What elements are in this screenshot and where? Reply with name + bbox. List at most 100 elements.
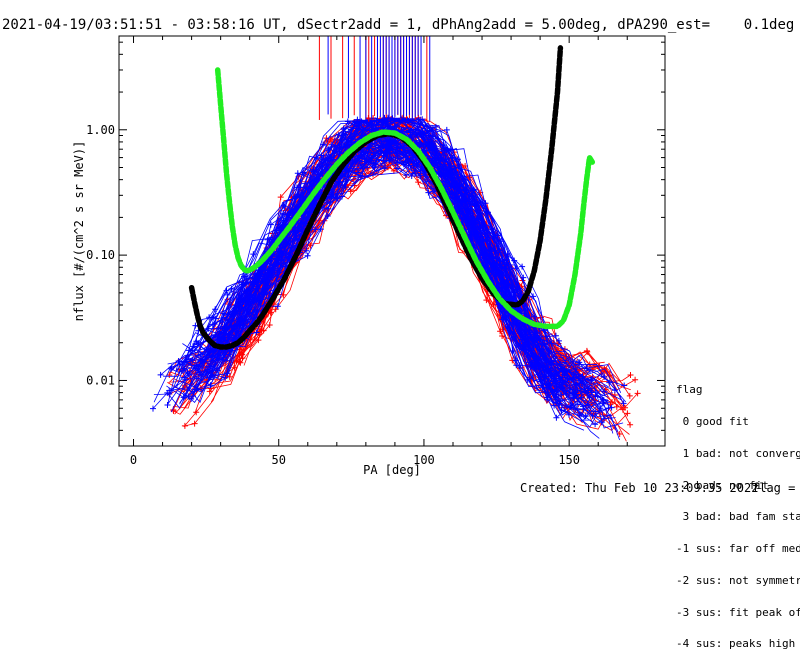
blue-profile-point [543, 358, 550, 365]
blue-profile-line [171, 140, 604, 414]
blue-profile-point [440, 172, 447, 178]
blue-profile-point [157, 371, 164, 378]
chart: 0 50 100 150 0.01 0.10 1.00 PA [deg] nflux [#/(c… [72, 35, 666, 477]
x-tick-label: 100 [413, 453, 435, 467]
blue-profile-point [407, 156, 414, 163]
blue-profile-point [354, 169, 361, 176]
blue-profile-line [223, 118, 548, 346]
blue-profile-point [209, 321, 216, 328]
blue-profile-point [469, 193, 476, 200]
green-fit-curve [214, 67, 596, 330]
blue-profile-point [394, 155, 401, 162]
legend-item: 0 good fit [676, 414, 749, 428]
blue-profile-point [442, 156, 449, 163]
blue-profile-line [177, 137, 597, 420]
blue-profile-point [561, 368, 568, 375]
blue-profile-point [222, 374, 229, 381]
blue-profile-point [531, 313, 538, 320]
blue-profile-point [317, 226, 324, 233]
blue-profile-point [336, 150, 343, 157]
blue-profile-point [527, 335, 534, 342]
blue-profile-point [476, 202, 483, 209]
red-profile-point [483, 297, 490, 304]
blue-profile-point [553, 414, 560, 421]
blue-profile-point [471, 186, 477, 193]
legend-item: -4 sus: peaks high v [676, 637, 800, 651]
blue-profile-point [520, 274, 527, 281]
x-tick-label: 0 [130, 453, 137, 467]
red-profile-point [627, 421, 634, 428]
blue-profile-point [498, 238, 505, 245]
blue-profile-point [569, 386, 576, 393]
blue-profile-point [529, 362, 536, 369]
blue-profile-point [558, 407, 565, 414]
blue-profile-point [369, 163, 376, 169]
blue-profile-point [413, 129, 419, 136]
blue-profile-point [524, 376, 531, 383]
red-profile-point [260, 327, 267, 334]
y-tick-label: 0.01 [86, 373, 115, 387]
blue-profile-point [394, 165, 401, 172]
red-profile-point [236, 358, 243, 365]
blue-profile-point [567, 402, 574, 409]
red-profile-point [226, 373, 233, 380]
blue-profile-line [207, 117, 592, 381]
red-profile-point [327, 138, 334, 145]
blue-profile-point [296, 193, 303, 200]
blue-profile-point [570, 392, 577, 399]
blue-profile-point [354, 116, 361, 123]
blue-profile-point [552, 332, 559, 339]
blue-profile-point [328, 141, 335, 148]
blue-profile-point [447, 146, 454, 153]
red-profile-point [347, 188, 354, 195]
blue-profile-point [485, 209, 491, 216]
blue-profile-point [188, 396, 195, 402]
blue-profile-point [236, 315, 242, 322]
blue-profile-point [558, 391, 565, 398]
blue-profile-point [592, 421, 599, 428]
blue-profile-point [589, 413, 596, 419]
blue-profile-point [312, 226, 319, 233]
blue-profile-point [403, 172, 410, 178]
blue-profile-point [281, 203, 288, 210]
blue-profile-point [181, 374, 188, 381]
blue-profile-point [429, 144, 436, 151]
blue-profile-point [318, 152, 325, 159]
blue-profile-point [197, 351, 204, 358]
blue-profile-point [267, 221, 274, 228]
plot-frame [118, 35, 666, 447]
blue-profile-point [576, 359, 583, 366]
blue-profile-point [555, 337, 562, 344]
blue-profile-point [513, 362, 520, 369]
blue-profile-point [583, 365, 590, 371]
created-timestamp: Created: Thu Feb 10 23:09:35 2022 [520, 481, 759, 495]
blue-profile-point [323, 162, 330, 169]
blue-profile-point [620, 400, 627, 407]
y-axis-label: nflux [#/(cm^2 s sr MeV)] [72, 141, 86, 322]
blue-profile-point [519, 263, 526, 270]
blue-profile-point [586, 394, 593, 401]
blue-profile-point [548, 357, 555, 364]
blue-profile-point [204, 370, 211, 376]
blue-profile-point [253, 329, 260, 336]
blue-profile-point [385, 116, 392, 122]
x-tick-label: 150 [558, 453, 580, 467]
red-profile-point [237, 359, 244, 366]
red-profile-point [619, 406, 626, 413]
blue-profile-point [598, 419, 605, 426]
blue-profile-point [384, 136, 391, 143]
red-profile-point [584, 348, 591, 355]
blue-profile-point [513, 265, 519, 272]
red-profile-point [499, 326, 506, 333]
blue-profile-point [557, 361, 564, 368]
blue-profile-point [330, 191, 337, 198]
blue-profile-point [381, 165, 388, 172]
blue-profile-point [426, 127, 433, 134]
red-profile-point [255, 337, 262, 344]
blue-profile-point [375, 121, 382, 128]
blue-profile-point [548, 340, 555, 347]
red-profile-point [626, 392, 633, 399]
blue-profile-point [224, 291, 231, 298]
blue-profile-point [210, 334, 216, 340]
blue-profile-point [196, 369, 202, 376]
